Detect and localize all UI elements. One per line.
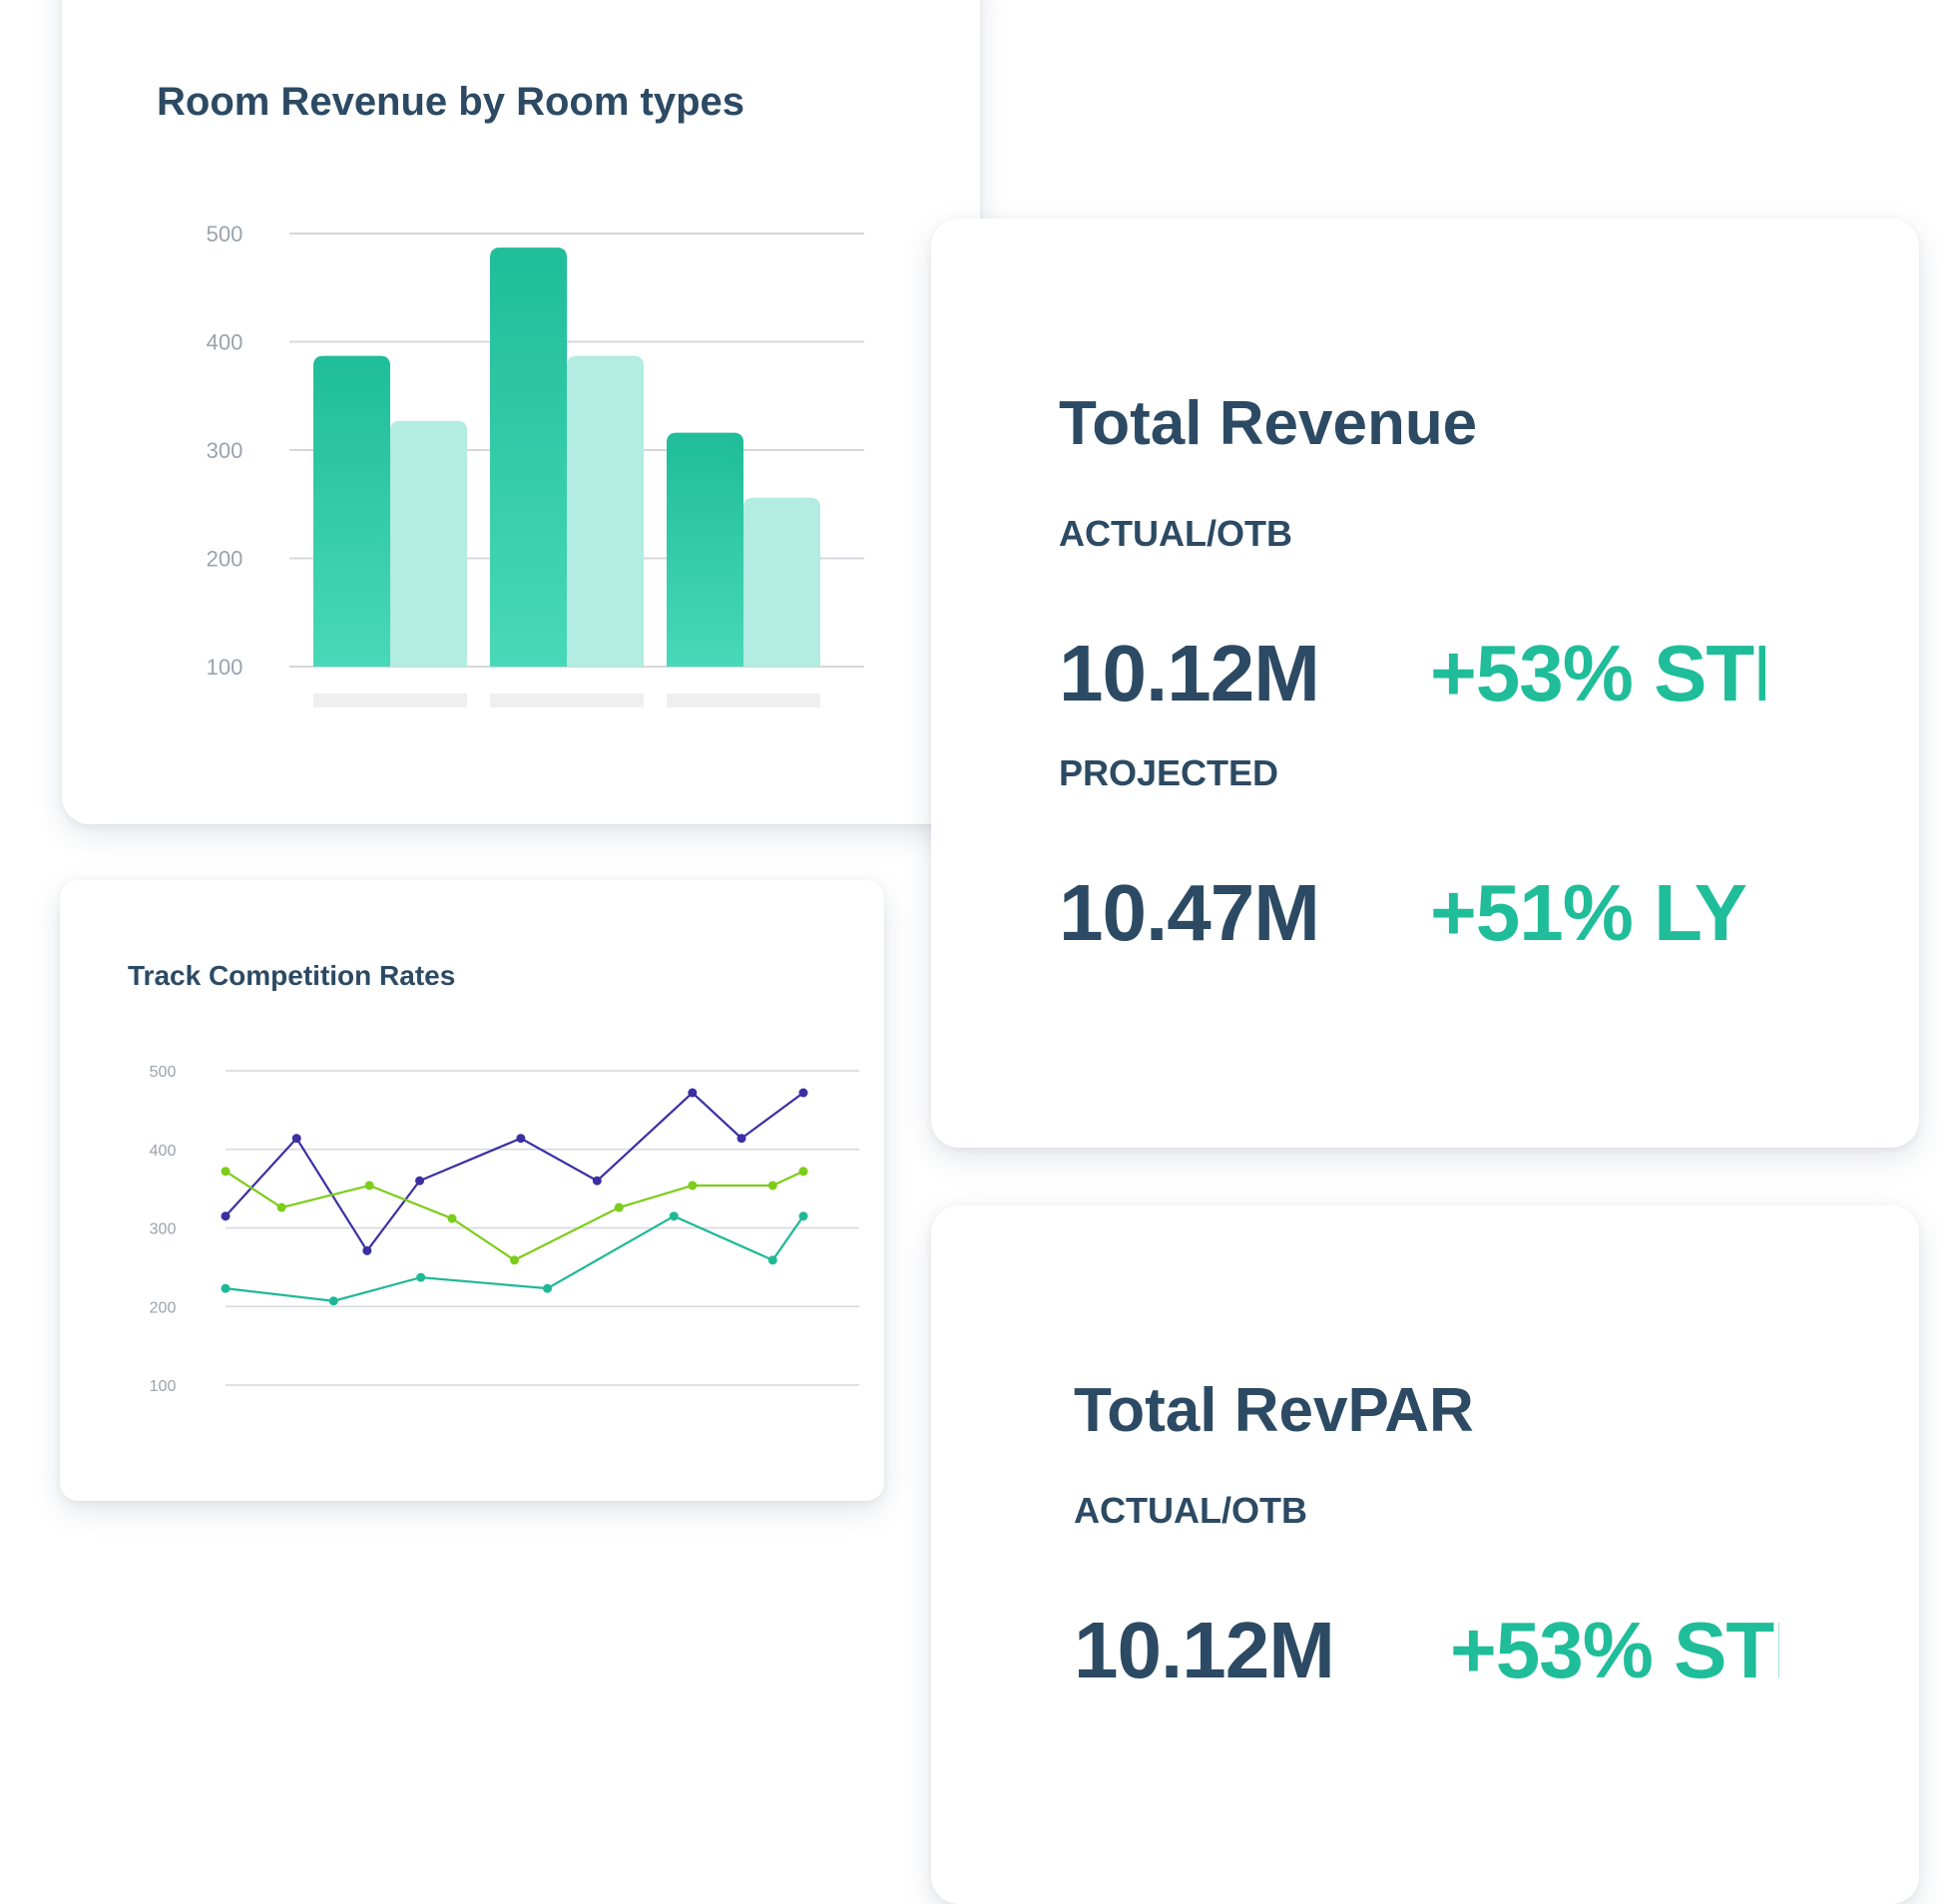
bar-chart-bar [743,497,820,667]
competition-rates-line-chart: 500 400 300 200 100 [150,1064,859,1395]
line-chart-point [328,1296,338,1306]
line-chart-point [614,1202,624,1212]
total-revenue-projected-label: PROJECTED [1059,752,1279,793]
bar-chart-y-tick: 300 [207,438,244,463]
line-chart-point [669,1211,679,1221]
total-revenue-title: Total Revenue [1059,389,1478,458]
bar-chart-category-label-placeholder [313,694,467,708]
bar-chart-bar [313,355,390,667]
line-chart-point [415,1176,425,1186]
bar-chart-y-tick: 400 [207,330,244,355]
line-chart-y-tick: 100 [150,1378,177,1395]
total-revenue-card: Total Revenue ACTUAL/OTB 10.12M +53% STL… [931,219,1919,1148]
line-chart-point [291,1134,301,1144]
bar-chart-bar [490,247,567,667]
room-revenue-bar-chart: 500 400 300 200 100 [207,222,864,708]
bar-chart-bar [567,355,644,667]
line-chart-point [543,1283,553,1293]
line-chart-point [221,1167,231,1177]
line-chart-y-tick: 300 [150,1221,177,1238]
line-chart-point [221,1211,231,1221]
line-chart-point [416,1272,426,1282]
total-revpar-actual-value: 10.12M [1074,1606,1335,1694]
bar-chart-bar [667,432,743,667]
line-chart-point [276,1202,286,1212]
line-chart-point [447,1213,457,1223]
line-chart-y-tick: 200 [150,1299,177,1316]
competition-rates-card: Track Competition Rates 500 400 300 200 100 [60,880,884,1501]
bar-chart-y-tick: 200 [207,547,244,572]
line-chart-point [798,1211,808,1221]
competition-rates-title: Track Competition Rates [128,960,456,991]
bar-chart-y-tick: 500 [207,222,244,246]
total-revenue-projected-value: 10.47M [1059,868,1320,957]
line-chart-point [688,1088,698,1098]
line-chart-point [362,1245,372,1255]
total-revpar-card: Total RevPAR ACTUAL/OTB 10.12M +53% STLY [931,1205,1919,1904]
line-chart-point [736,1134,746,1144]
total-revenue-actual-label: ACTUAL/OTB [1059,513,1292,554]
line-chart-point [767,1181,777,1190]
bar-chart-bar [390,420,467,667]
total-revpar-actual-change: +53% STLY [1450,1606,1779,1694]
line-chart-series-line [225,1091,804,1253]
line-chart-point [688,1181,698,1190]
room-revenue-card: Room Revenue by Room types 500 400 300 200 1… [62,0,980,824]
line-chart-y-tick: 500 [150,1064,177,1081]
line-chart-point [364,1181,374,1190]
total-revenue-actual-value: 10.12M [1059,629,1320,717]
bar-chart-category-label-placeholder [490,694,644,708]
line-chart-series-line [225,1170,804,1262]
line-chart-point [798,1167,808,1177]
bar-chart-y-tick: 100 [207,655,244,680]
bar-chart-category-label-placeholder [667,694,820,708]
total-revenue-projected-change: +51% LY [1430,868,1747,957]
line-chart-point [510,1255,519,1265]
room-revenue-title: Room Revenue by Room types [157,80,745,124]
total-revenue-actual-change: +53% STLY [1430,629,1765,717]
line-chart-point [592,1176,602,1186]
total-revpar-actual-label: ACTUAL/OTB [1074,1490,1307,1531]
line-chart-point [221,1283,231,1293]
line-chart-point [767,1255,777,1265]
line-chart-y-tick: 400 [150,1143,177,1160]
total-revpar-title: Total RevPAR [1074,1376,1474,1445]
line-chart-point [798,1088,808,1098]
line-chart-point [516,1134,526,1144]
